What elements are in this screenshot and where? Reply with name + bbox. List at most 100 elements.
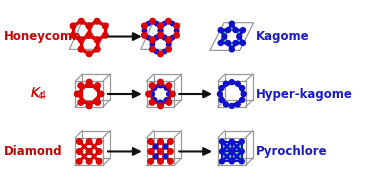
Circle shape <box>96 139 102 144</box>
Polygon shape <box>221 36 228 43</box>
Circle shape <box>158 103 163 109</box>
Circle shape <box>158 23 163 29</box>
Circle shape <box>174 33 179 38</box>
Circle shape <box>158 149 163 154</box>
Circle shape <box>241 92 246 96</box>
Circle shape <box>146 91 151 97</box>
Circle shape <box>153 144 158 149</box>
Polygon shape <box>235 36 243 43</box>
Circle shape <box>219 86 224 91</box>
Circle shape <box>240 28 245 33</box>
Circle shape <box>167 149 173 154</box>
Circle shape <box>220 139 225 144</box>
Circle shape <box>229 47 234 52</box>
Circle shape <box>153 154 158 159</box>
Circle shape <box>86 23 92 29</box>
Circle shape <box>158 28 163 33</box>
Circle shape <box>229 103 234 108</box>
Circle shape <box>149 100 155 105</box>
Circle shape <box>239 159 244 164</box>
Circle shape <box>153 154 158 159</box>
Circle shape <box>78 100 84 105</box>
Circle shape <box>94 37 100 43</box>
Circle shape <box>229 159 234 164</box>
Polygon shape <box>222 142 232 152</box>
Circle shape <box>102 23 108 29</box>
Text: Honeycomb: Honeycomb <box>4 30 81 43</box>
Circle shape <box>158 100 163 105</box>
Circle shape <box>222 34 227 39</box>
Circle shape <box>170 21 175 26</box>
Circle shape <box>102 33 108 38</box>
Text: Hyper-kagome: Hyper-kagome <box>256 87 352 101</box>
Circle shape <box>239 149 244 154</box>
Circle shape <box>158 79 163 85</box>
Circle shape <box>229 139 234 144</box>
Circle shape <box>166 37 171 43</box>
Circle shape <box>166 100 172 105</box>
Circle shape <box>162 36 167 40</box>
Circle shape <box>96 149 102 154</box>
Circle shape <box>217 92 222 96</box>
Circle shape <box>79 18 84 24</box>
Circle shape <box>167 139 173 144</box>
Polygon shape <box>238 84 244 94</box>
Polygon shape <box>222 152 232 161</box>
Circle shape <box>158 23 164 29</box>
Circle shape <box>163 49 167 54</box>
Circle shape <box>87 139 92 144</box>
Text: $\mathit{K}_4$: $\mathit{K}_4$ <box>30 86 46 102</box>
Polygon shape <box>221 30 228 36</box>
Circle shape <box>158 83 163 88</box>
Circle shape <box>79 37 84 43</box>
Circle shape <box>240 86 245 91</box>
Polygon shape <box>232 152 242 161</box>
Circle shape <box>86 33 92 38</box>
Circle shape <box>229 21 234 26</box>
Circle shape <box>152 98 157 102</box>
Circle shape <box>149 83 155 88</box>
Circle shape <box>154 35 159 40</box>
Circle shape <box>148 159 153 164</box>
Circle shape <box>70 33 76 38</box>
Circle shape <box>87 23 92 29</box>
Circle shape <box>142 28 147 33</box>
Circle shape <box>229 80 234 85</box>
Circle shape <box>229 149 234 154</box>
Polygon shape <box>221 30 228 36</box>
Circle shape <box>218 28 223 33</box>
Circle shape <box>76 149 82 154</box>
Circle shape <box>142 33 147 38</box>
Circle shape <box>154 49 159 54</box>
Circle shape <box>87 159 92 164</box>
Polygon shape <box>235 30 243 36</box>
Polygon shape <box>228 24 235 30</box>
Polygon shape <box>235 36 243 43</box>
Circle shape <box>158 139 163 144</box>
Circle shape <box>158 28 163 33</box>
Circle shape <box>163 154 167 159</box>
Circle shape <box>226 41 231 45</box>
Circle shape <box>223 102 228 107</box>
Polygon shape <box>228 43 235 49</box>
Circle shape <box>163 144 167 149</box>
Circle shape <box>218 40 223 45</box>
Circle shape <box>87 79 92 85</box>
Circle shape <box>96 159 102 164</box>
Circle shape <box>166 18 171 24</box>
Circle shape <box>223 81 228 86</box>
Text: Diamond: Diamond <box>4 145 63 158</box>
Circle shape <box>150 18 155 24</box>
Polygon shape <box>220 94 226 104</box>
Circle shape <box>153 144 158 149</box>
Circle shape <box>146 21 151 26</box>
Circle shape <box>163 154 167 159</box>
Circle shape <box>240 97 245 102</box>
Circle shape <box>219 97 224 102</box>
Circle shape <box>150 37 155 43</box>
Circle shape <box>163 35 167 40</box>
Circle shape <box>94 37 100 42</box>
Circle shape <box>148 149 153 154</box>
Circle shape <box>94 18 100 24</box>
Circle shape <box>164 86 169 90</box>
